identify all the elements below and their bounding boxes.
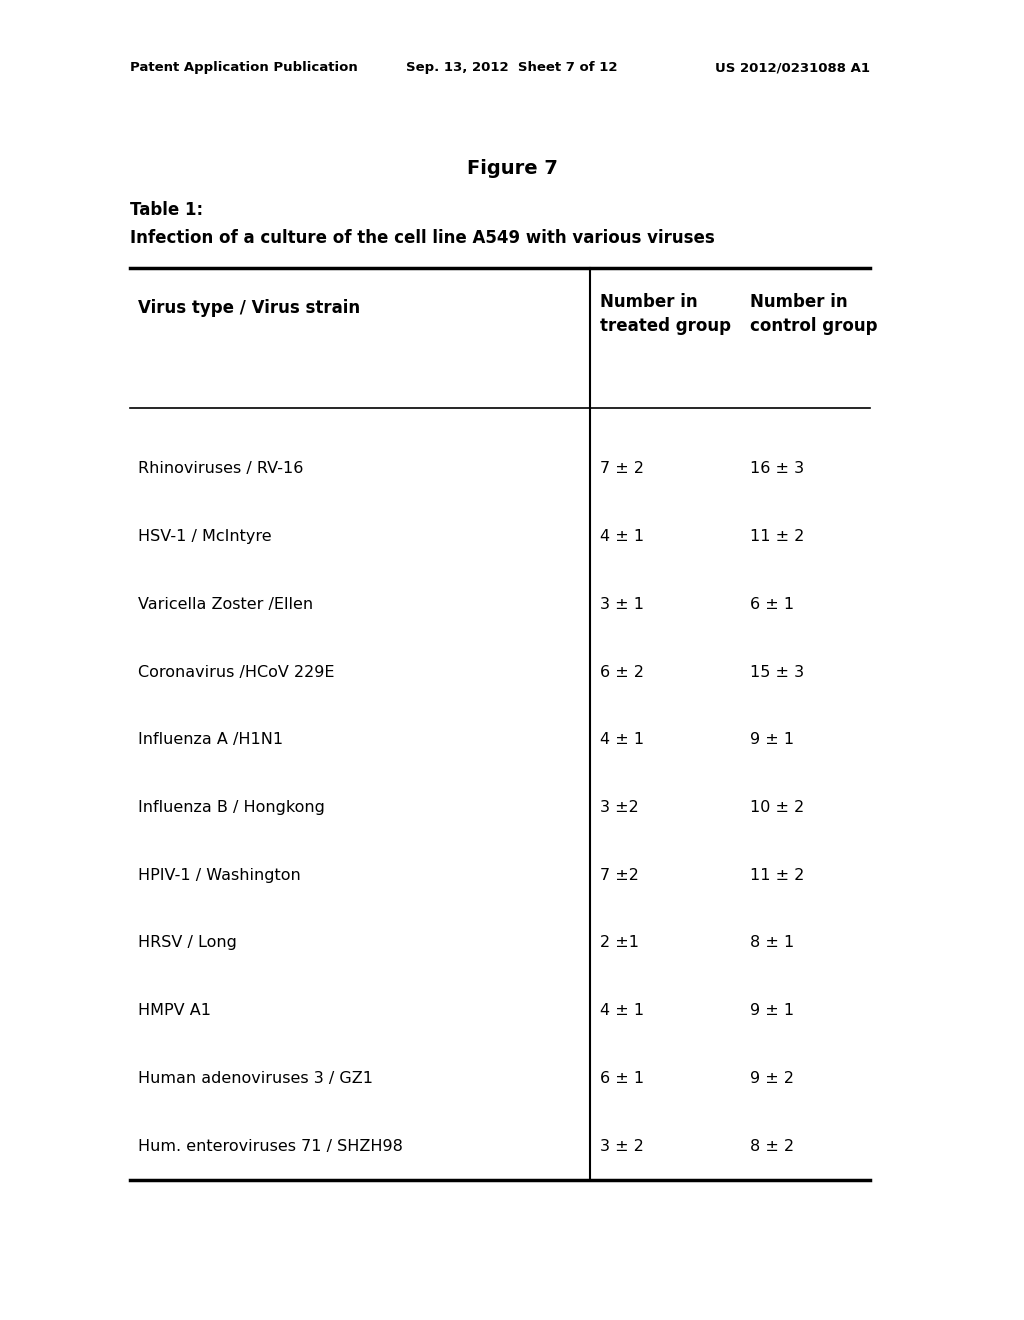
Text: control group: control group bbox=[750, 317, 878, 335]
Text: 2 ±1: 2 ±1 bbox=[600, 936, 639, 950]
Text: 11 ± 2: 11 ± 2 bbox=[750, 867, 805, 883]
Text: 8 ± 1: 8 ± 1 bbox=[750, 936, 795, 950]
Text: 3 ± 1: 3 ± 1 bbox=[600, 597, 644, 611]
Text: Virus type / Virus strain: Virus type / Virus strain bbox=[138, 300, 360, 317]
Text: Figure 7: Figure 7 bbox=[467, 158, 557, 177]
Text: 6 ± 1: 6 ± 1 bbox=[600, 1071, 644, 1086]
Text: treated group: treated group bbox=[600, 317, 731, 335]
Text: Rhinoviruses / RV-16: Rhinoviruses / RV-16 bbox=[138, 462, 303, 477]
Text: Patent Application Publication: Patent Application Publication bbox=[130, 62, 357, 74]
Text: HSV-1 / McIntyre: HSV-1 / McIntyre bbox=[138, 529, 271, 544]
Text: 10 ± 2: 10 ± 2 bbox=[750, 800, 804, 814]
Text: 6 ± 1: 6 ± 1 bbox=[750, 597, 795, 611]
Text: 4 ± 1: 4 ± 1 bbox=[600, 529, 644, 544]
Text: 3 ± 2: 3 ± 2 bbox=[600, 1139, 644, 1154]
Text: Influenza B / Hongkong: Influenza B / Hongkong bbox=[138, 800, 325, 814]
Text: 16 ± 3: 16 ± 3 bbox=[750, 462, 804, 477]
Text: 9 ± 1: 9 ± 1 bbox=[750, 733, 795, 747]
Text: 8 ± 2: 8 ± 2 bbox=[750, 1139, 795, 1154]
Text: 15 ± 3: 15 ± 3 bbox=[750, 664, 804, 680]
Text: HMPV A1: HMPV A1 bbox=[138, 1003, 211, 1018]
Text: HPIV-1 / Washington: HPIV-1 / Washington bbox=[138, 867, 301, 883]
Text: Sep. 13, 2012  Sheet 7 of 12: Sep. 13, 2012 Sheet 7 of 12 bbox=[407, 62, 617, 74]
Text: 11 ± 2: 11 ± 2 bbox=[750, 529, 805, 544]
Text: Hum. enteroviruses 71 / SHZH98: Hum. enteroviruses 71 / SHZH98 bbox=[138, 1139, 402, 1154]
Text: 4 ± 1: 4 ± 1 bbox=[600, 1003, 644, 1018]
Text: 4 ± 1: 4 ± 1 bbox=[600, 733, 644, 747]
Text: US 2012/0231088 A1: US 2012/0231088 A1 bbox=[715, 62, 870, 74]
Text: 7 ±2: 7 ±2 bbox=[600, 867, 639, 883]
Text: 7 ± 2: 7 ± 2 bbox=[600, 462, 644, 477]
Text: Coronavirus /HCoV 229E: Coronavirus /HCoV 229E bbox=[138, 664, 335, 680]
Text: Human adenoviruses 3 / GZ1: Human adenoviruses 3 / GZ1 bbox=[138, 1071, 373, 1086]
Text: Varicella Zoster /Ellen: Varicella Zoster /Ellen bbox=[138, 597, 313, 611]
Text: Influenza A /H1N1: Influenza A /H1N1 bbox=[138, 733, 283, 747]
Text: 9 ± 2: 9 ± 2 bbox=[750, 1071, 794, 1086]
Text: Number in: Number in bbox=[600, 293, 697, 312]
Text: 3 ±2: 3 ±2 bbox=[600, 800, 639, 814]
Text: Number in: Number in bbox=[750, 293, 848, 312]
Text: Infection of a culture of the cell line A549 with various viruses: Infection of a culture of the cell line … bbox=[130, 228, 715, 247]
Text: HRSV / Long: HRSV / Long bbox=[138, 936, 237, 950]
Text: 9 ± 1: 9 ± 1 bbox=[750, 1003, 795, 1018]
Text: 6 ± 2: 6 ± 2 bbox=[600, 664, 644, 680]
Text: Table 1:: Table 1: bbox=[130, 201, 203, 219]
